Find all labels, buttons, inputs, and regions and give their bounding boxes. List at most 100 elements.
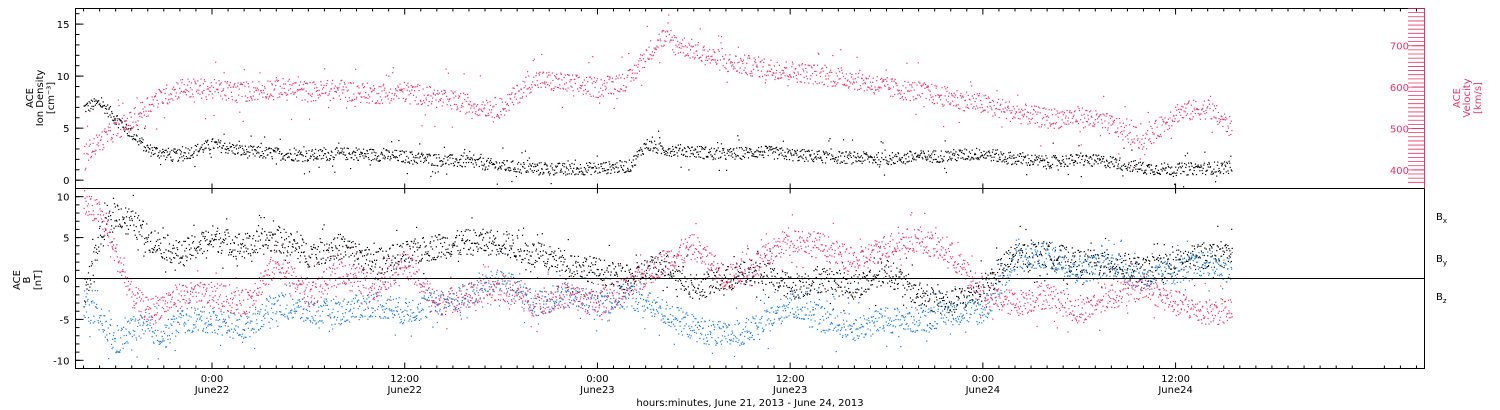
data-point [545,163,547,165]
data-point [586,76,588,79]
data-point [238,140,240,142]
data-point [288,78,290,80]
data-point [130,111,132,113]
data-point [484,169,486,171]
data-point [362,155,364,157]
data-point [97,236,99,239]
data-point [711,156,713,158]
data-point [1116,118,1118,120]
data-point [372,270,374,272]
data-point [296,231,298,233]
data-point [1180,167,1182,169]
data-point [1223,118,1225,120]
data-point [1042,107,1044,109]
data-point [396,90,398,92]
data-point [696,146,698,148]
data-point [234,100,236,102]
data-point [1127,138,1129,140]
data-point [229,249,231,251]
data-point [570,173,573,175]
data-point [193,101,195,103]
data-point [844,83,846,85]
data-point [985,157,987,159]
data-point [636,77,638,79]
data-point [1075,119,1077,121]
data-point [537,86,539,88]
data-point [604,162,606,164]
data-point [717,142,719,144]
data-point [851,139,854,141]
data-point [105,217,107,219]
data-point [931,161,933,163]
data-point [572,170,574,172]
data-point [722,148,724,150]
data-point [975,98,977,100]
data-point [377,251,380,253]
data-point [615,166,617,168]
data-point [1126,118,1128,120]
data-point [480,232,482,234]
data-point [240,247,242,249]
data-point [537,84,539,86]
data-point [318,89,320,92]
data-point [1077,157,1080,159]
data-point [457,260,460,262]
data-point [781,147,783,149]
data-point [373,254,375,256]
data-point [805,67,807,69]
data-point [913,89,915,91]
data-point [460,93,462,95]
data-point [209,86,211,89]
data-point [409,103,411,105]
data-point [1103,155,1105,158]
data-point [281,244,283,246]
data-point [611,165,613,167]
data-point [405,150,407,152]
data-point [1227,127,1230,129]
data-point [569,81,571,83]
data-point [661,145,663,147]
data-point [532,60,534,62]
data-point [512,87,514,89]
data-point [729,54,731,56]
data-point [411,89,413,91]
data-point [944,95,946,97]
data-point [1193,99,1195,101]
data-point [198,89,200,91]
data-point [1222,173,1225,175]
data-point [317,94,319,96]
data-point [754,156,756,158]
data-point [168,243,170,245]
data-point [398,98,400,100]
data-point [323,147,325,149]
data-point [1197,109,1199,111]
data-point [453,243,455,245]
data-point [965,106,967,108]
data-point [1040,126,1042,128]
data-point [246,237,248,239]
data-point [444,90,446,92]
data-point [416,246,418,248]
data-point [591,167,593,169]
data-point [858,157,860,159]
data-point [1219,120,1221,122]
data-point [162,102,164,104]
data-point [1179,111,1181,113]
data-point [557,87,560,89]
data-point [161,151,163,153]
data-point [263,217,265,219]
data-point [334,255,336,257]
data-point [718,157,720,159]
data-point [595,96,597,98]
data-point [214,141,216,143]
data-point [1195,166,1197,168]
data-point [287,246,289,248]
data-point [763,156,765,159]
data-point [362,83,364,85]
data-point [365,97,367,99]
data-point [464,243,466,245]
data-point [769,148,771,150]
data-point [315,90,317,92]
data-point [433,89,435,91]
data-point [857,76,859,78]
